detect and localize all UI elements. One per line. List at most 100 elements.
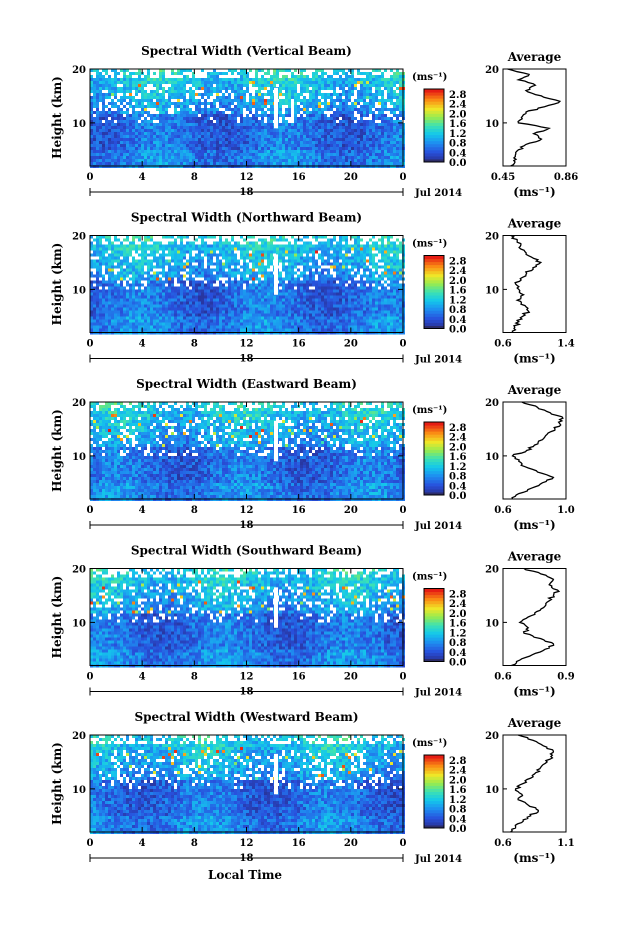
- heatmap-cell: [180, 84, 183, 87]
- heatmap-cell: [102, 283, 105, 287]
- heatmap-cell: [240, 78, 243, 81]
- heatmap-cell: [204, 129, 207, 132]
- heatmap-cell: [108, 156, 111, 159]
- heatmap-cell: [192, 244, 195, 248]
- heatmap-cell: [399, 96, 402, 99]
- heatmap-cell: [96, 99, 99, 102]
- heatmap-cell: [171, 153, 174, 156]
- heatmap-cell: [186, 69, 189, 72]
- heatmap-cell: [330, 87, 333, 90]
- heatmap-cell: [168, 280, 171, 284]
- heatmap-cell: [129, 81, 132, 84]
- heatmap-cell: [138, 111, 141, 114]
- heatmap-cell: [174, 138, 177, 141]
- heatmap-cell: [285, 123, 288, 126]
- heatmap-cell: [309, 135, 312, 138]
- heatmap-cell: [108, 126, 111, 129]
- heatmap-cell: [375, 129, 378, 132]
- heatmap-cell: [285, 111, 288, 114]
- heatmap-cell: [153, 162, 156, 165]
- heatmap-cell: [195, 274, 198, 278]
- heatmap-cell: [198, 102, 201, 105]
- heatmap-cell: [303, 265, 306, 269]
- heatmap-cell: [294, 105, 297, 108]
- heatmap-cell: [231, 99, 234, 102]
- heatmap-cell: [243, 102, 246, 105]
- heatmap-cell: [246, 75, 249, 78]
- heatmap-cell: [120, 69, 123, 72]
- heatmap-cell: [159, 150, 162, 153]
- heatmap-cell: [306, 90, 309, 93]
- heatmap-cell: [99, 295, 102, 299]
- heatmap-cell: [165, 289, 168, 293]
- heatmap-cell: [339, 69, 342, 72]
- heatmap-cell: [147, 111, 150, 114]
- heatmap-cell: [210, 268, 213, 272]
- heatmap-cell: [189, 117, 192, 120]
- heatmap-cell: [246, 87, 249, 90]
- heatmap-cell: [264, 102, 267, 105]
- heatmap-cell: [198, 129, 201, 132]
- heatmap-cell: [156, 132, 159, 135]
- heatmap-cell: [270, 96, 273, 99]
- heatmap-cell: [279, 78, 282, 81]
- heatmap-cell: [117, 87, 120, 90]
- heatmap-cell: [282, 123, 285, 126]
- heatmap-cell: [138, 75, 141, 78]
- heatmap-cell: [228, 69, 231, 72]
- heatmap-cell: [393, 141, 396, 144]
- heatmap-cell: [168, 99, 171, 102]
- heatmap-cell: [261, 93, 264, 96]
- heatmap-cell: [171, 78, 174, 81]
- heatmap-cell: [315, 81, 318, 84]
- heatmap-cell: [171, 250, 174, 254]
- heatmap-cell: [366, 108, 369, 111]
- heatmap-cell: [168, 156, 171, 159]
- heatmap-cell: [111, 283, 114, 287]
- heatmap-cell: [291, 295, 294, 299]
- heatmap-cell: [315, 135, 318, 138]
- heatmap-cell: [345, 235, 348, 239]
- heatmap-cell: [210, 135, 213, 138]
- heatmap-cell: [99, 289, 102, 293]
- heatmap-cell: [111, 262, 114, 266]
- heatmap-cell: [390, 123, 393, 126]
- heatmap-cell: [297, 289, 300, 293]
- heatmap-cell: [327, 295, 330, 299]
- heatmap-cell: [216, 81, 219, 84]
- heatmap-cell: [387, 135, 390, 138]
- heatmap-cell: [396, 114, 399, 117]
- heatmap-cell: [381, 90, 384, 93]
- heatmap-cell: [303, 75, 306, 78]
- heatmap-cell: [384, 129, 387, 132]
- heatmap-cell: [294, 162, 297, 165]
- heatmap-cell: [225, 78, 228, 81]
- heatmap-cell: [243, 153, 246, 156]
- heatmap-cell: [234, 93, 237, 96]
- heatmap-cell: [105, 238, 108, 242]
- heatmap-cell: [264, 253, 267, 257]
- heatmap-cell: [99, 256, 102, 260]
- heatmap-cell: [234, 126, 237, 129]
- heatmap-cell: [153, 265, 156, 269]
- heatmap-cell: [189, 280, 192, 284]
- heatmap-cell: [288, 69, 291, 72]
- heatmap-cell: [336, 105, 339, 108]
- heatmap-cell: [264, 238, 267, 242]
- heatmap-cell: [342, 81, 345, 84]
- heatmap-cell: [342, 105, 345, 108]
- heatmap-cell: [177, 235, 180, 239]
- heatmap-cell: [117, 277, 120, 281]
- heatmap-cell: [336, 135, 339, 138]
- heatmap-cell: [198, 274, 201, 278]
- heatmap-cell: [354, 259, 357, 263]
- heatmap-cell: [318, 247, 321, 251]
- heatmap-cell: [243, 93, 246, 96]
- heatmap-cell: [195, 84, 198, 87]
- heatmap-cell: [126, 159, 129, 162]
- heatmap-cell: [120, 250, 123, 254]
- heatmap-cell: [351, 253, 354, 257]
- heatmap-cell: [189, 162, 192, 165]
- heatmap-cell: [222, 78, 225, 81]
- heatmap-cell: [93, 132, 96, 135]
